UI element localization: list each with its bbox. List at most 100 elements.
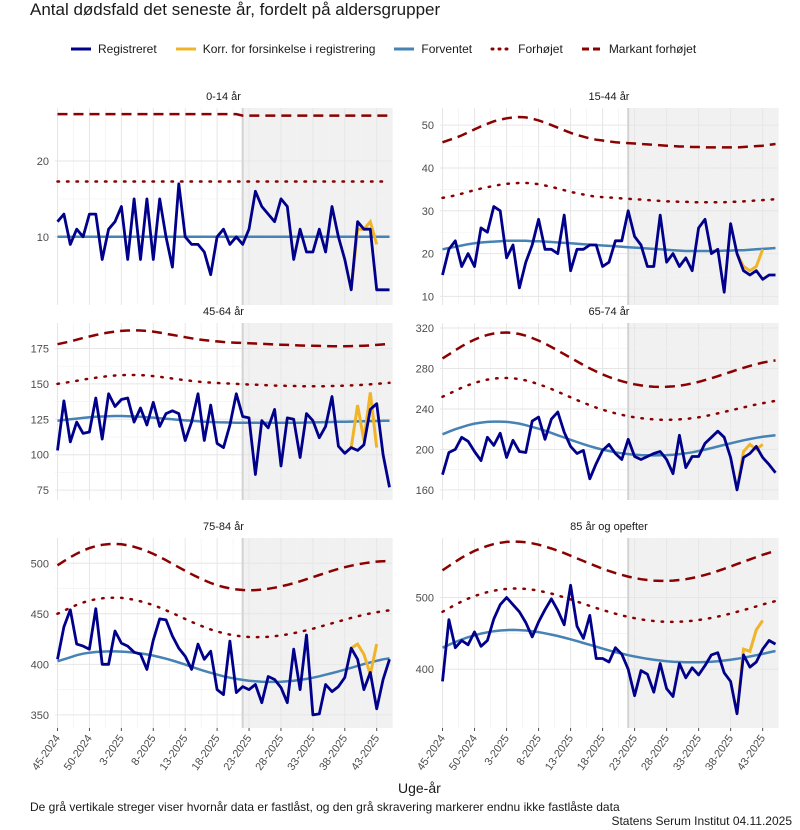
y-tick-label: 240 <box>416 404 434 416</box>
y-tick-label: 75 <box>37 485 49 497</box>
legend-label-registreret: Registreret <box>98 42 157 56</box>
y-tick-label: 40 <box>422 163 434 175</box>
x-tick-label: 28-2025 <box>639 733 672 773</box>
markant-line <box>57 112 390 117</box>
x-tick-label: 50-2024 <box>62 733 95 773</box>
x-tick-label: 8-2025 <box>515 733 544 768</box>
x-tick-label: 23-2025 <box>607 733 640 773</box>
source-note: Statens Serum Institut 04.11.2025 <box>611 814 792 828</box>
y-tick-label: 10 <box>37 232 49 244</box>
legend: Registreret Korr. for forsinkelse i regi… <box>70 42 714 56</box>
legend-swatch-markant <box>581 47 602 51</box>
legend-item-forhoejet: Forhøjet <box>490 42 563 56</box>
x-tick-label: 8-2025 <box>129 733 158 768</box>
panel-title: 0-14 år <box>206 91 241 103</box>
panel-1: 10 20 30 40 50 15-44 år <box>422 91 780 305</box>
registered-line <box>56 607 391 717</box>
x-axis-label: Uge-år <box>398 780 441 796</box>
y-tick-label: 200 <box>416 444 434 456</box>
x-tick-label: 18-2025 <box>575 733 608 773</box>
markant-line <box>441 540 776 583</box>
markant-line <box>441 331 776 389</box>
y-tick-label: 20 <box>37 156 49 168</box>
y-tick-label: 175 <box>31 343 49 355</box>
y-tick-label: 400 <box>416 664 434 676</box>
legend-label-markant: Markant forhøjet <box>608 42 697 56</box>
y-tick-label: 400 <box>31 659 49 671</box>
x-tick-label: 28-2025 <box>253 733 286 773</box>
x-tick-label: 38-2025 <box>317 733 350 773</box>
expected-line <box>57 650 390 684</box>
panel-title: 15-44 år <box>589 91 630 103</box>
y-tick-label: 20 <box>422 249 434 261</box>
unfixed-shading <box>628 323 778 500</box>
registered-line <box>56 182 390 292</box>
panel-5: 400 500 85 år og opefter 45-2024 50-2024 3-20… <box>415 521 780 773</box>
x-tick-label: 43-2025 <box>349 733 382 773</box>
registered-line <box>441 410 777 492</box>
expected-line <box>442 420 776 457</box>
forhoejet-line <box>56 596 391 639</box>
panel-title: 45-64 år <box>203 306 244 318</box>
legend-label-korr: Korr. for forsinkelse i registrering <box>202 42 376 56</box>
panel-0: 10 20 0-14 år <box>37 91 394 305</box>
y-tick-label: 50 <box>422 120 434 132</box>
registered-line <box>56 392 391 488</box>
unfixed-shading <box>628 538 778 728</box>
x-tick-label: 13-2025 <box>158 733 191 773</box>
y-tick-label: 500 <box>31 558 49 570</box>
x-tick-label: 45-2024 <box>415 733 448 773</box>
y-tick-label: 160 <box>416 485 434 497</box>
panel-2: 75 100 125 150 175 45-64 år <box>31 306 394 500</box>
y-tick-label: 100 <box>31 450 49 462</box>
x-tick-label: 50-2024 <box>447 733 480 773</box>
legend-item-korr: Korr. for forsinkelse i registrering <box>175 42 376 56</box>
markant-line <box>57 329 390 348</box>
x-tick-label: 45-2024 <box>30 733 63 773</box>
unfixed-shading <box>242 108 392 305</box>
markant-line <box>56 542 390 592</box>
y-tick-label: 450 <box>31 609 49 621</box>
caption: De grå vertikale streger viser hvornår d… <box>30 800 620 814</box>
x-tick-label: 13-2025 <box>543 733 576 773</box>
legend-swatch-forventet <box>394 47 415 51</box>
panel-title: 75-84 år <box>203 521 244 533</box>
chart-title: Antal dødsfald det seneste år, fordelt p… <box>30 0 441 19</box>
x-tick-label: 23-2025 <box>222 733 255 773</box>
forhoejet-line <box>441 181 777 204</box>
expected-line <box>442 239 776 253</box>
y-tick-label: 350 <box>31 710 49 722</box>
y-tick-label: 125 <box>31 414 49 426</box>
x-tick-label: 38-2025 <box>703 733 736 773</box>
panel-title: 85 år og opefter <box>570 521 648 533</box>
x-tick-label: 3-2025 <box>97 733 126 768</box>
legend-item-markant: Markant forhøjet <box>581 42 696 56</box>
legend-label-forventet: Forventet <box>421 42 473 56</box>
registered-line <box>441 583 777 716</box>
panel-3: 160 200 240 280 320 65-74 år <box>416 306 780 500</box>
legend-label-forhoejet: Forhøjet <box>518 42 563 56</box>
registered-line <box>441 205 776 294</box>
forhoejet-line <box>441 587 777 624</box>
x-tick-label: 33-2025 <box>285 733 318 773</box>
x-tick-label: 33-2025 <box>671 733 704 773</box>
forhoejet-line <box>441 376 777 422</box>
y-tick-label: 280 <box>416 364 434 376</box>
y-tick-label: 320 <box>416 323 434 335</box>
x-tick-label: 18-2025 <box>190 733 223 773</box>
x-tick-label: 43-2025 <box>735 733 768 773</box>
corrected-line <box>350 642 379 681</box>
y-tick-label: 10 <box>422 291 434 303</box>
y-tick-label: 30 <box>422 206 434 218</box>
legend-item-forventet: Forventet <box>393 42 472 56</box>
x-tick-label: 3-2025 <box>483 733 512 768</box>
y-tick-label: 500 <box>416 593 434 605</box>
legend-swatch-registreret <box>71 47 91 51</box>
y-tick-label: 150 <box>31 379 49 391</box>
panel-title: 65-74 år <box>589 306 630 318</box>
legend-swatch-forhoejet <box>490 47 513 51</box>
legend-swatch-korr <box>175 47 196 51</box>
forhoejet-line <box>56 373 391 388</box>
